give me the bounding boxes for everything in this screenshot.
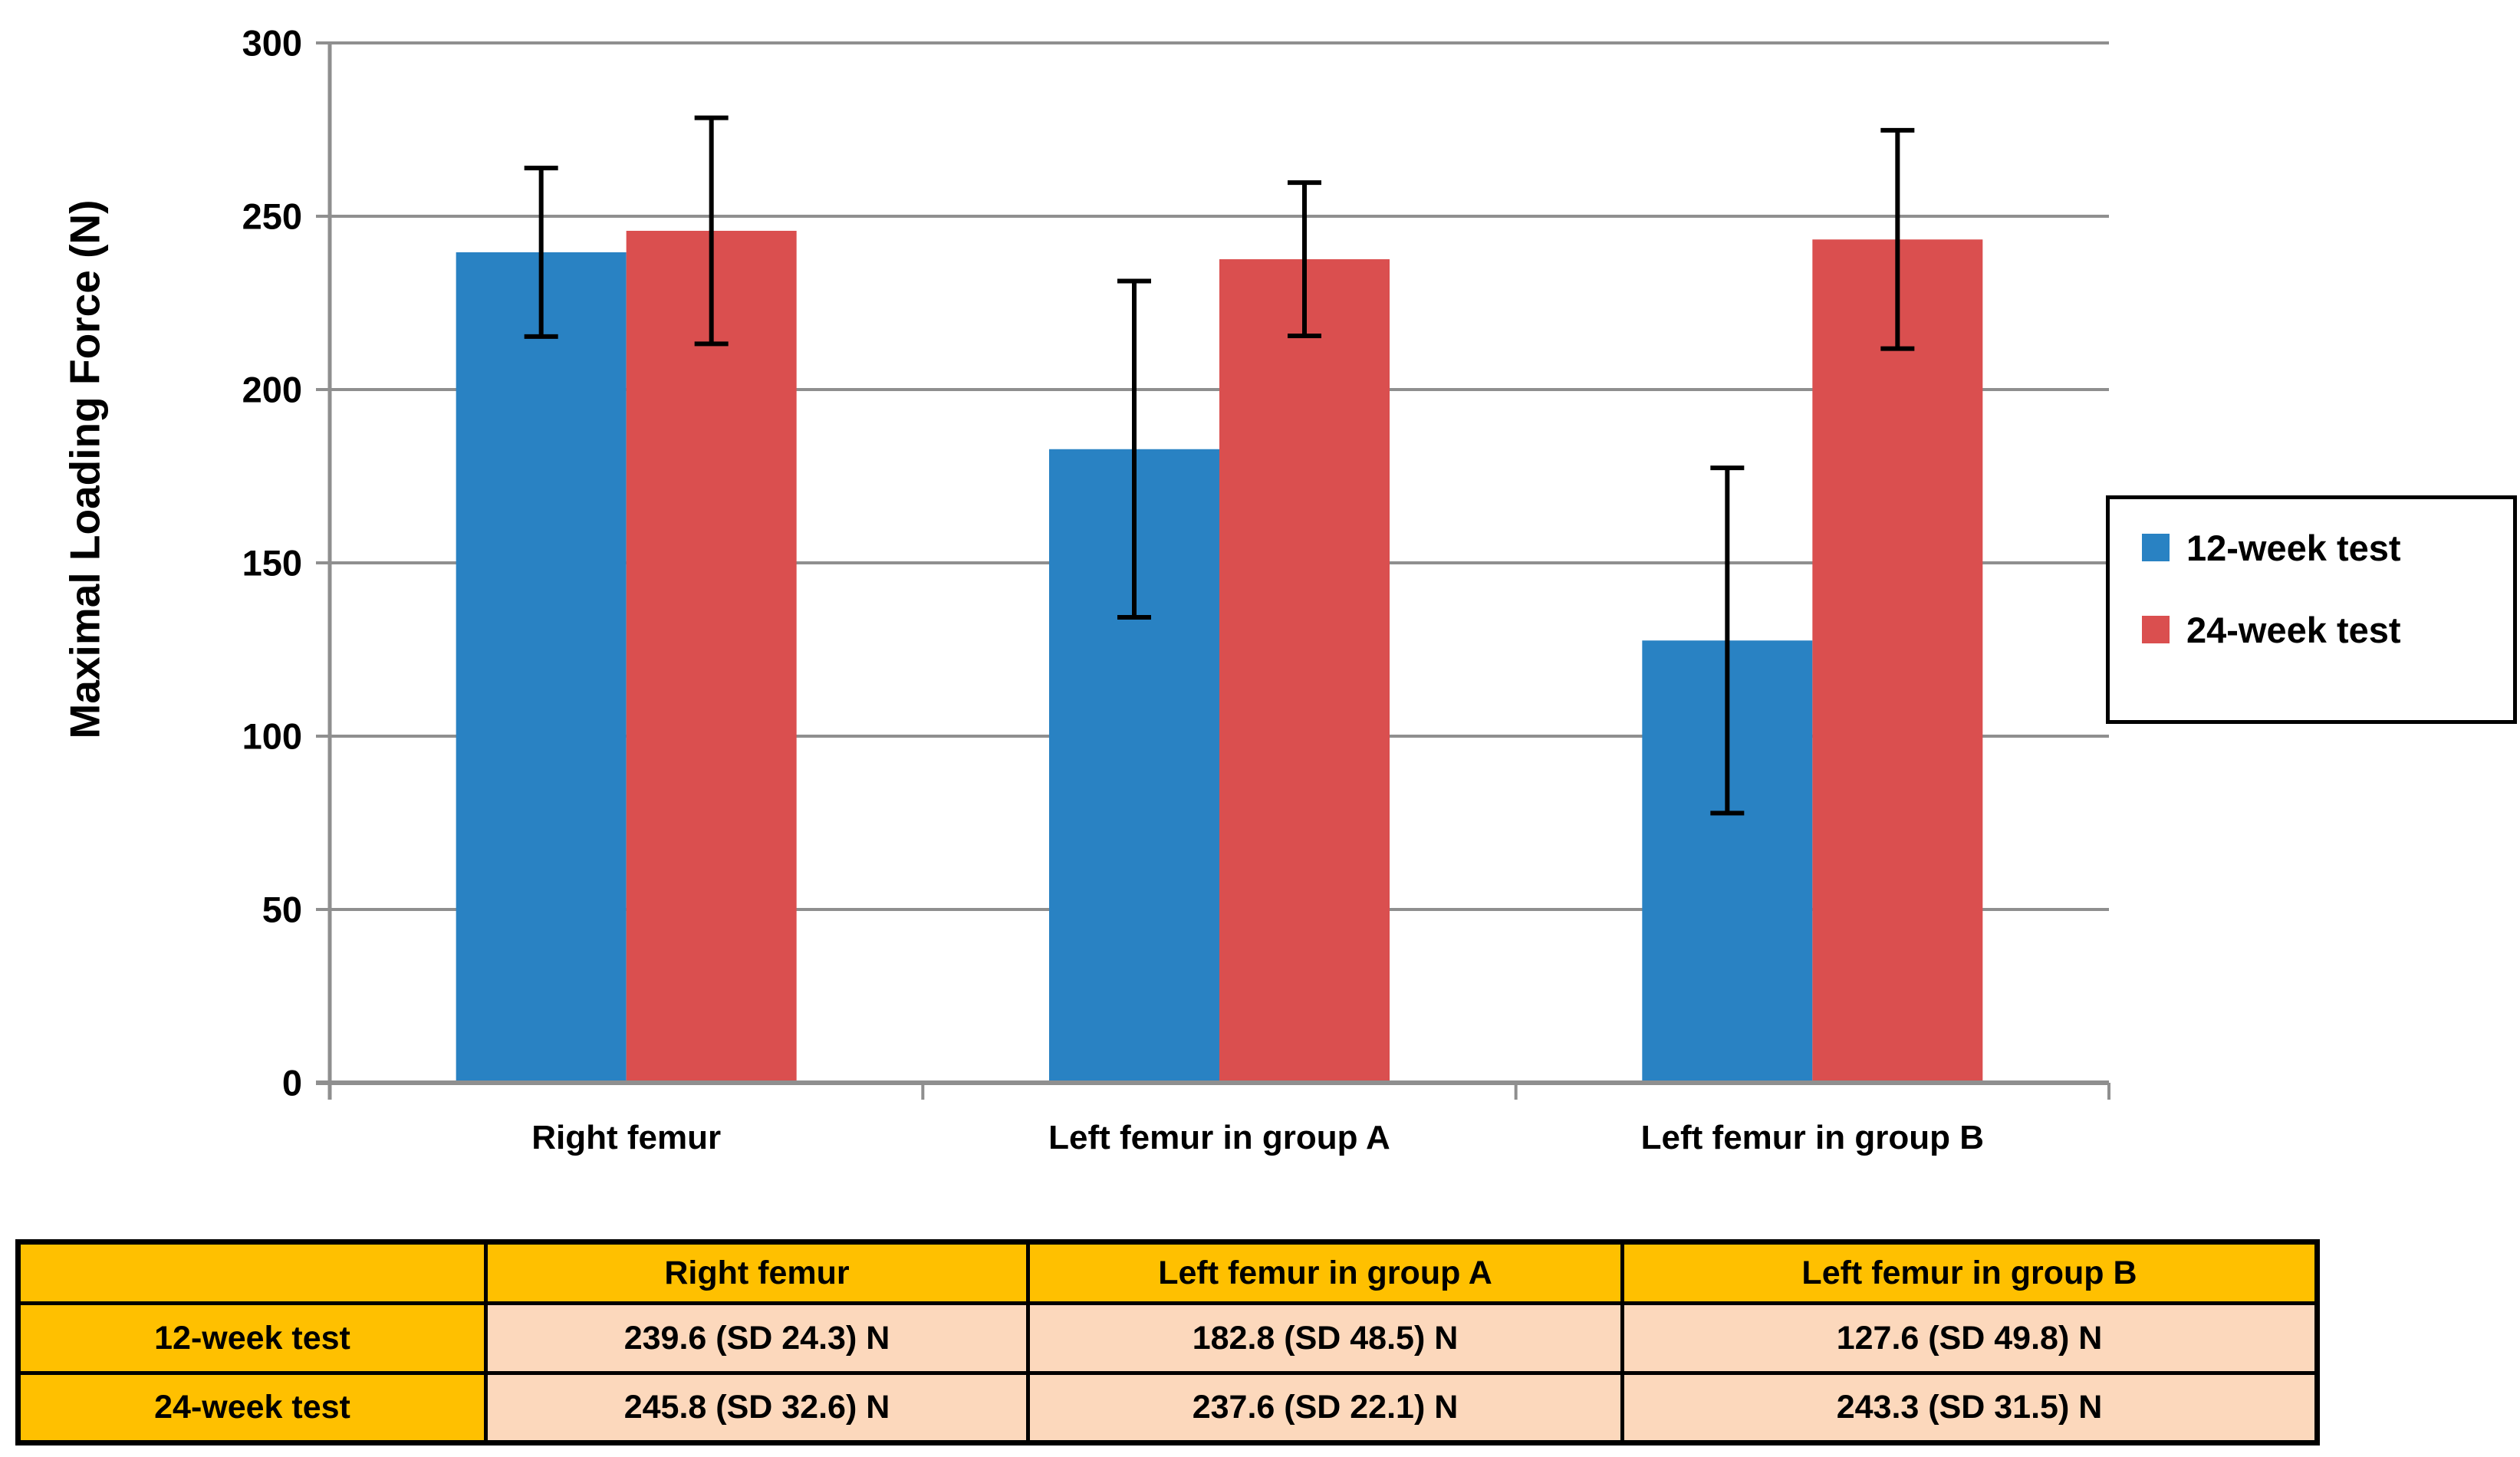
legend-label-12-week: 12-week test [2186,527,2401,568]
legend-swatch-12-week-icon [2142,534,2170,561]
category-label: Left femur in group B [1641,1119,1984,1156]
results-table: Right femur Left femur in group A Left f… [15,1239,2320,1445]
y-tick-label: 250 [242,196,302,236]
row-header-12-week: 12-week test [16,1301,488,1375]
bar-chart: 0 50 100 150 200 250 300 Right femur Left femur … [242,22,2110,1156]
column-header-left-femur-group-b: Left femur in group B [1620,1240,2319,1305]
y-tick-label: 300 [242,22,302,63]
y-tick-label: 200 [242,369,302,409]
y-tick-label: 100 [242,715,302,756]
column-header-right-femur: Right femur [484,1240,1030,1305]
table-cell: 245.8 (SD 32.6) N [484,1371,1030,1445]
table-row: 24-week test 245.8 (SD 32.6) N 237.6 (SD… [16,1371,2319,1445]
y-tick-label: 0 [282,1062,302,1103]
table-row: 12-week test 239.6 (SD 24.3) N 182.8 (SD… [16,1301,2319,1375]
y-axis-title: Maximal Loading Force (N) [61,199,109,739]
legend-label-24-week: 24-week test [2186,609,2401,650]
legend-entry-24-week: 24-week test [2142,612,2513,648]
category-label: Left femur in group A [1048,1119,1390,1156]
category-label: Right femur [531,1119,721,1156]
table-cell: 237.6 (SD 22.1) N [1026,1371,1624,1445]
bar-24-week-test [1219,259,1390,1084]
table-cell: 239.6 (SD 24.3) N [484,1301,1030,1375]
legend: 12-week test 24-week test [2106,495,2517,724]
bar-24-week-test [1812,239,1983,1084]
y-tick-label: 50 [262,889,302,929]
legend-swatch-24-week-icon [2142,616,2170,643]
table-cell: 182.8 (SD 48.5) N [1026,1301,1624,1375]
y-tick-label: 150 [242,542,302,583]
table-cell: 243.3 (SD 31.5) N [1620,1371,2319,1445]
bar-12-week-test [456,252,627,1083]
bar-24-week-test [626,230,797,1083]
row-header-24-week: 24-week test [16,1371,488,1445]
corner-cell [16,1240,488,1305]
legend-entry-12-week: 12-week test [2142,530,2513,566]
column-header-left-femur-group-a: Left femur in group A [1026,1240,1624,1305]
table-cell: 127.6 (SD 49.8) N [1620,1301,2319,1375]
table-header-row: Right femur Left femur in group A Left f… [16,1240,2319,1305]
